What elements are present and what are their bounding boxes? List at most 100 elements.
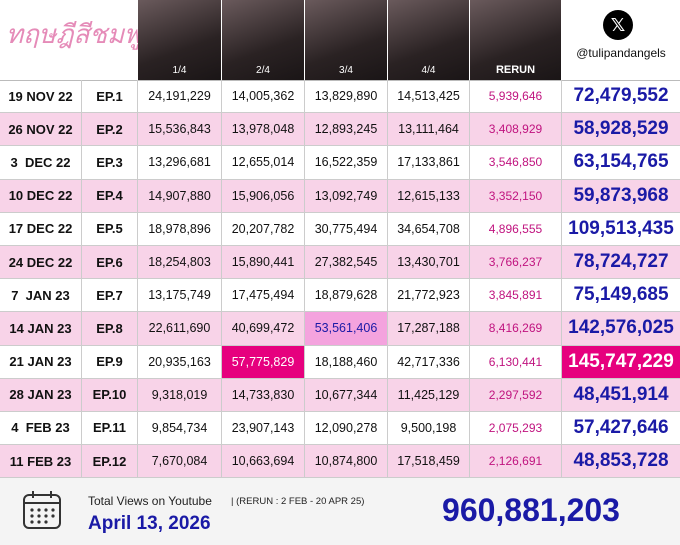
- date: 17 DEC 22: [0, 212, 82, 245]
- date: 24 DEC 22: [0, 245, 82, 279]
- episode: EP.9: [82, 345, 138, 378]
- total-views: 78,724,727: [573, 251, 669, 273]
- episode: EP.8: [82, 312, 138, 345]
- rerun-views: 2,297,592: [470, 378, 562, 411]
- episode: EP.1: [82, 80, 138, 113]
- views: 13,296,681: [138, 146, 222, 179]
- views: 12,615,133: [388, 179, 470, 212]
- views: 30,775,494: [305, 212, 388, 245]
- views: 24,191,229: [138, 80, 222, 113]
- date: 26 NOV 22: [0, 113, 82, 146]
- views: 15,536,843: [138, 113, 222, 146]
- views: 53,561,406: [305, 312, 388, 345]
- column-label: 1/4: [172, 65, 187, 76]
- x-icon: 𝕏: [603, 10, 633, 40]
- table-row: 28 JAN 23 EP.10 9,318,019 14,733,830 10,677,…: [0, 378, 680, 412]
- date: 19 NOV 22: [0, 80, 82, 113]
- views: 17,133,861: [388, 146, 470, 179]
- views: 12,655,014: [222, 146, 305, 179]
- views: 17,518,459: [388, 445, 470, 478]
- header-image: 3/4: [305, 0, 388, 80]
- views: 10,677,344: [305, 378, 388, 411]
- rerun-views: 8,416,269: [470, 312, 562, 345]
- date: 28 JAN 23: [0, 378, 82, 411]
- episode: EP.2: [82, 113, 138, 146]
- table: 19 NOV 22 EP.1 24,191,229 14,005,362 13,829,…: [0, 80, 680, 479]
- episode: EP.3: [82, 146, 138, 179]
- header-image: 4/4: [388, 0, 470, 80]
- views: 18,879,628: [305, 279, 388, 312]
- rerun-views: 5,939,646: [470, 80, 562, 113]
- table-row: 21 JAN 23 EP.9 20,935,163 57,775,829 18,188,…: [0, 345, 680, 379]
- table-row: 26 NOV 22 EP.2 15,536,843 13,978,048 12,893,…: [0, 113, 680, 147]
- caption: Total Views on Youtube: [88, 494, 212, 508]
- column-label: RERUN: [495, 64, 536, 76]
- header-image: 2/4: [222, 0, 305, 80]
- views: 13,111,464: [388, 113, 470, 146]
- views: 42,717,336: [388, 345, 470, 378]
- views: 13,175,749: [138, 279, 222, 312]
- column-label: 4/4: [421, 65, 436, 76]
- views: 12,893,245: [305, 113, 388, 146]
- table-row: 4 FEB 23 EP.11 9,854,734 23,907,143 12,090,2…: [0, 411, 680, 446]
- views: 13,430,701: [388, 245, 470, 279]
- rerun-views: 3,546,850: [470, 146, 562, 179]
- handle: @tulipandangels: [576, 46, 666, 60]
- total-views: 142,576,025: [568, 317, 674, 339]
- total-views: 75,149,685: [573, 284, 669, 306]
- views: 14,513,425: [388, 80, 470, 113]
- views: 17,287,188: [388, 312, 470, 345]
- header-image: 1/4: [138, 0, 222, 80]
- date: 21 JAN 23: [0, 345, 82, 378]
- date: 11 FEB 23: [0, 445, 82, 478]
- date: April 13, 2026: [88, 513, 211, 534]
- views: 18,188,460: [305, 345, 388, 378]
- views: 11,425,129: [388, 378, 470, 411]
- total-views: 59,873,968: [573, 184, 669, 206]
- rerun-views: 6,130,441: [470, 345, 562, 378]
- views: 20,935,163: [138, 345, 222, 378]
- table-row: 11 FEB 23 EP.12 7,670,084 10,663,694 10,874,…: [0, 445, 680, 479]
- views: 7,670,084: [138, 445, 222, 478]
- views: 17,475,494: [222, 279, 305, 312]
- episode: EP.4: [82, 179, 138, 212]
- views: 22,611,690: [138, 312, 222, 345]
- views: 10,663,694: [222, 445, 305, 478]
- header-image: RERUN: [470, 0, 562, 80]
- rerun-views: 3,845,891: [470, 279, 562, 312]
- views: 14,733,830: [222, 378, 305, 411]
- rerun-views: 3,766,237: [470, 245, 562, 279]
- rerun-views: 4,896,555: [470, 212, 562, 245]
- views: 20,207,782: [222, 212, 305, 245]
- total-views: 57,427,646: [573, 416, 669, 438]
- total-views: 109,513,435: [568, 217, 674, 239]
- episode: EP.6: [82, 245, 138, 279]
- rerun-views: 3,408,929: [470, 113, 562, 146]
- total-views: 72,479,552: [573, 85, 669, 107]
- total-views: 63,154,765: [573, 151, 669, 173]
- views: 16,522,359: [305, 146, 388, 179]
- views: 13,829,890: [305, 80, 388, 113]
- views: 15,906,056: [222, 179, 305, 212]
- rerun-views: 2,075,293: [470, 411, 562, 445]
- date: 4 FEB 23: [0, 411, 82, 445]
- episode: EP.11: [82, 411, 138, 445]
- table-row: 3 DEC 22 EP.3 13,296,681 12,655,014 16,522,3…: [0, 146, 680, 180]
- column-label: 3/4: [339, 65, 353, 76]
- table-row: 7 JAN 23 EP.7 13,175,749 17,475,494 18,879,6…: [0, 279, 680, 313]
- views: 14,005,362: [222, 80, 305, 113]
- views: 21,772,923: [388, 279, 470, 312]
- views: 9,500,198: [388, 411, 470, 445]
- footer: Total Views on Youtube | (RERUN : 2 FEB …: [0, 478, 680, 545]
- views: 18,254,803: [138, 245, 222, 279]
- views: 27,382,545: [305, 245, 388, 279]
- column-label: 2/4: [256, 65, 270, 76]
- table-row: 17 DEC 22 EP.5 18,978,896 20,207,782 30,775,…: [0, 212, 680, 246]
- logo: ทฤษฎีสีชมพู: [6, 20, 142, 50]
- episode: EP.12: [82, 445, 138, 478]
- table-row: 19 NOV 22 EP.1 24,191,229 14,005,362 13,829,…: [0, 80, 680, 114]
- date: 7 JAN 23: [0, 279, 82, 312]
- date: 14 JAN 23: [0, 312, 82, 345]
